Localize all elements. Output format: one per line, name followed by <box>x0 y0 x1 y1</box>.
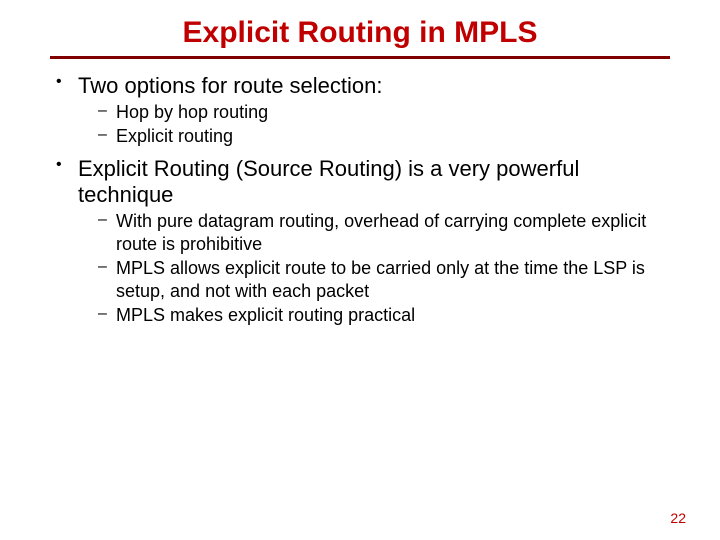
slide-title: Explicit Routing in MPLS <box>50 16 670 50</box>
page-number: 22 <box>670 510 686 526</box>
bullet-text: Two options for route selection: <box>78 73 383 98</box>
bullet-text: Explicit Routing (Source Routing) is a v… <box>78 156 579 207</box>
sub-bullet-text: MPLS makes explicit routing practical <box>116 305 415 325</box>
list-item: Hop by hop routing <box>96 101 670 124</box>
list-item: MPLS allows explicit route to be carried… <box>96 257 670 303</box>
sub-list: With pure datagram routing, overhead of … <box>78 210 670 327</box>
list-item: MPLS makes explicit routing practical <box>96 304 670 327</box>
sub-bullet-text: MPLS allows explicit route to be carried… <box>116 258 645 301</box>
sub-bullet-text: With pure datagram routing, overhead of … <box>116 211 646 254</box>
title-rule <box>50 56 670 59</box>
sub-list: Hop by hop routing Explicit routing <box>78 101 670 148</box>
sub-bullet-text: Hop by hop routing <box>116 102 268 122</box>
slide: Explicit Routing in MPLS Two options for… <box>0 0 720 540</box>
list-item: Explicit routing <box>96 125 670 148</box>
bullet-list: Two options for route selection: Hop by … <box>50 73 670 327</box>
list-item: With pure datagram routing, overhead of … <box>96 210 670 256</box>
list-item: Explicit Routing (Source Routing) is a v… <box>50 156 670 327</box>
sub-bullet-text: Explicit routing <box>116 126 233 146</box>
list-item: Two options for route selection: Hop by … <box>50 73 670 148</box>
